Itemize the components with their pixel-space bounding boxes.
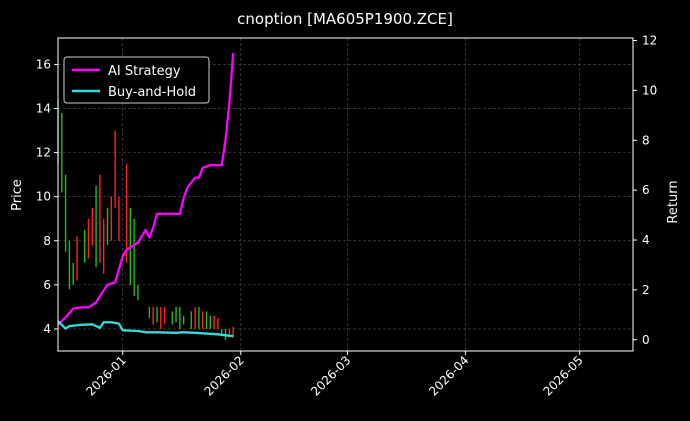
y-right-tick-label-2: 4 <box>642 233 650 247</box>
y-right-tick-label-0: 0 <box>642 333 650 347</box>
y-left-tick-label-6: 16 <box>36 57 51 71</box>
legend-label-ai-strategy: AI Strategy <box>108 64 181 79</box>
y-left-tick-label-2: 8 <box>43 234 51 248</box>
series-lines <box>57 52 235 338</box>
y-left-tick-label-4: 12 <box>36 146 51 160</box>
y-axis-label-left: Price <box>10 179 25 211</box>
y-right-tick-label-1: 2 <box>642 283 650 297</box>
axis-right: 0 2 4 6 8 10 12 <box>633 33 657 347</box>
y-right-tick-label-4: 8 <box>642 133 650 147</box>
legend-label-buy-and-hold: Buy-and-Hold <box>108 85 196 100</box>
y-left-tick-label-5: 14 <box>36 102 51 116</box>
series-line-buy-and-hold <box>57 320 234 338</box>
y-right-tick-label-3: 6 <box>642 183 650 197</box>
y-left-tick-label-0: 4 <box>43 322 51 336</box>
legend-box <box>63 56 210 104</box>
plot-frame <box>57 37 634 352</box>
y-right-tick-label-6: 12 <box>642 33 657 47</box>
grid <box>58 38 633 351</box>
legend: AI Strategy Buy-and-Hold <box>63 56 210 104</box>
y-right-tick-label-5: 10 <box>642 83 657 97</box>
y-left-tick-label-3: 10 <box>36 190 51 204</box>
axis-left: 4 6 8 10 12 14 16 <box>36 57 58 336</box>
y-axis-label-right: Return <box>666 180 681 223</box>
series-line-ai-strategy <box>57 52 235 326</box>
y-left-tick-label-1: 6 <box>43 278 51 292</box>
chart-title: cnoption [MA605P1900.ZCE] <box>237 10 453 28</box>
